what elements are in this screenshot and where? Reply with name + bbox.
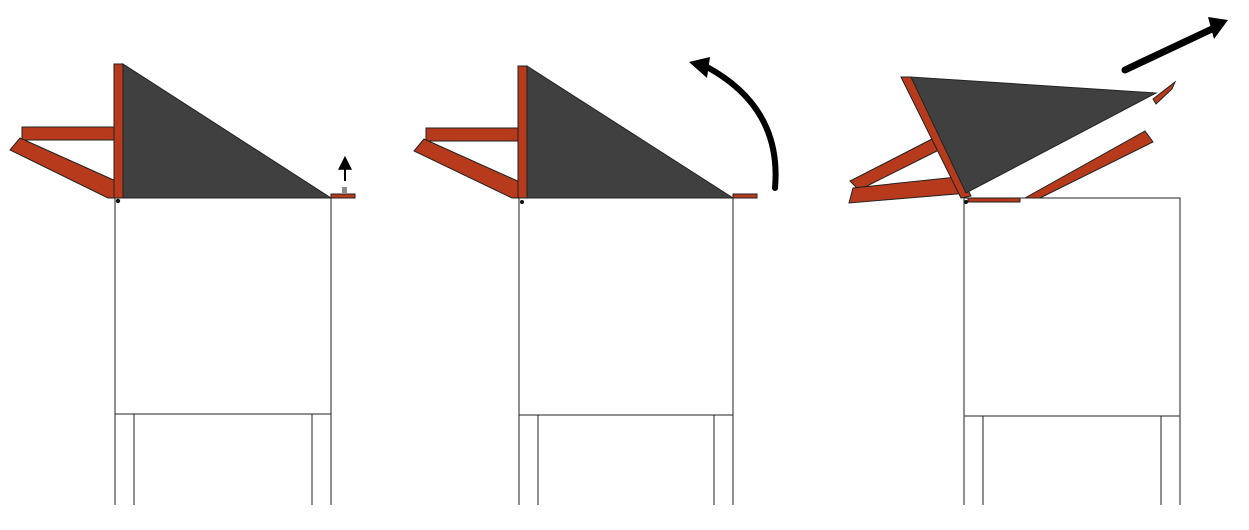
latch-1 [342, 187, 347, 193]
diagonal-arrow-head-icon [1208, 17, 1228, 39]
pivot-2 [520, 200, 524, 204]
tipping-panel-3 [910, 76, 1158, 194]
diagonal-arrow-icon [1121, 25, 1216, 74]
panel-2 [413, 57, 779, 505]
panel-3 [848, 17, 1228, 505]
curved-arrow-icon [704, 64, 779, 191]
bracket-1 [9, 63, 124, 199]
lip-1 [330, 193, 356, 199]
bracket-2 [413, 65, 528, 199]
stand-2 [518, 197, 734, 505]
lip-2 [732, 193, 758, 199]
pivot-1 [115, 198, 121, 204]
stand-1 [114, 197, 332, 505]
tipping-panel-1 [122, 63, 333, 199]
panel-1 [9, 63, 356, 505]
pivot-3 [964, 200, 968, 204]
curved-arrow-head-icon [689, 57, 710, 78]
stand-3 [963, 197, 1181, 505]
tipping-panel-2 [526, 65, 735, 199]
